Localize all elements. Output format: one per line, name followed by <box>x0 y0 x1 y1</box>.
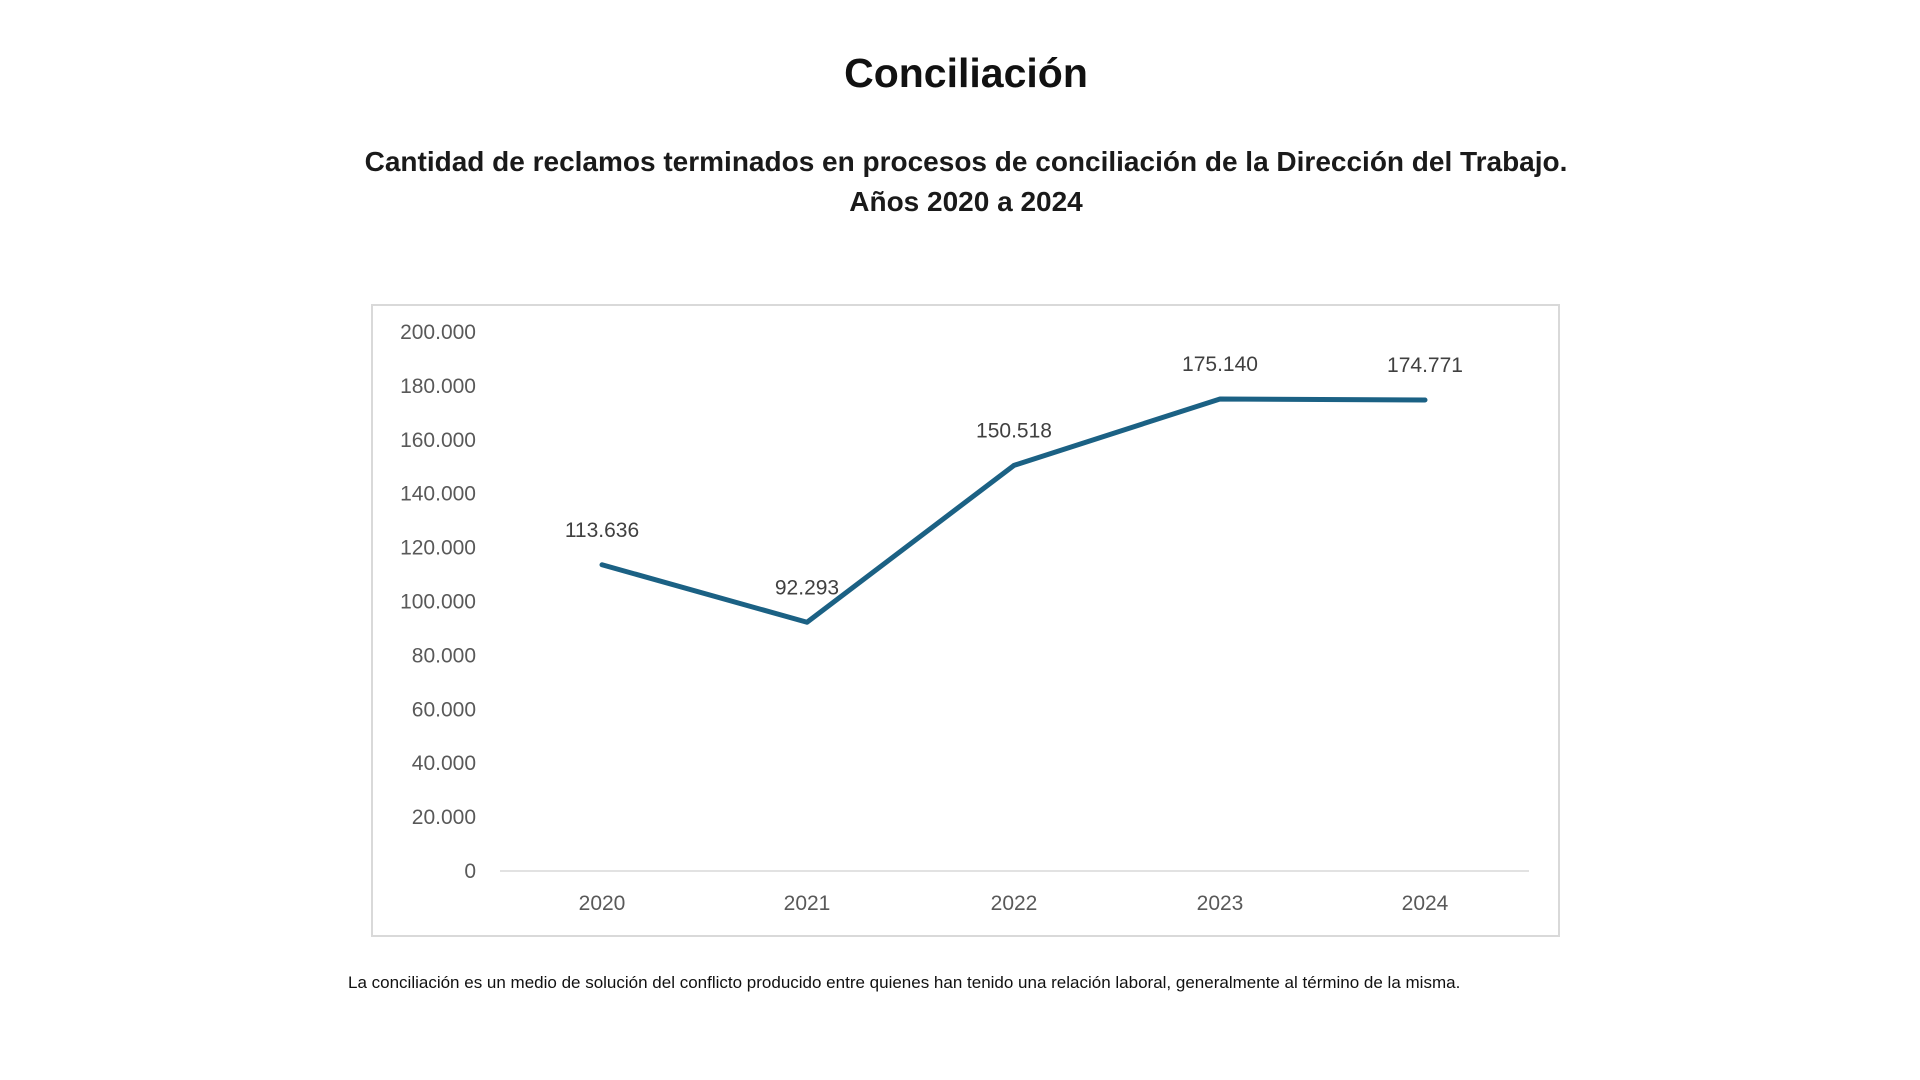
x-tick-label: 2020 <box>579 892 626 915</box>
footnote: La conciliación es un medio de solución … <box>348 973 1461 992</box>
y-tick-label: 200.000 <box>400 321 476 344</box>
x-tick-label: 2022 <box>991 892 1038 915</box>
y-tick-label: 100.000 <box>400 591 476 614</box>
x-tick-label: 2021 <box>784 892 831 915</box>
data-label: 92.293 <box>775 576 839 599</box>
y-tick-label: 120.000 <box>400 537 476 560</box>
x-tick-label: 2024 <box>1402 892 1449 915</box>
subtitle-line-1: Cantidad de reclamos terminados en proce… <box>364 146 1568 177</box>
y-tick-label: 160.000 <box>400 429 476 452</box>
x-tick-label: 2023 <box>1197 892 1244 915</box>
data-label: 175.140 <box>1182 353 1258 376</box>
chart-subtitle: Cantidad de reclamos terminados en proce… <box>0 142 1920 222</box>
y-tick-label: 180.000 <box>400 375 476 398</box>
chart-area <box>371 304 1560 937</box>
y-tick-label: 140.000 <box>400 483 476 506</box>
data-label: 113.636 <box>565 519 639 542</box>
subtitle-line-2: Años 2020 a 2024 <box>849 186 1083 217</box>
y-tick-label: 40.000 <box>412 752 476 775</box>
y-tick-label: 0 <box>464 860 476 883</box>
page-title: Conciliación <box>844 50 1088 96</box>
data-label: 174.771 <box>1387 354 1463 377</box>
y-tick-label: 80.000 <box>412 644 476 667</box>
data-label: 150.518 <box>976 419 1052 442</box>
y-tick-label: 20.000 <box>412 806 476 829</box>
y-tick-label: 60.000 <box>412 698 476 721</box>
